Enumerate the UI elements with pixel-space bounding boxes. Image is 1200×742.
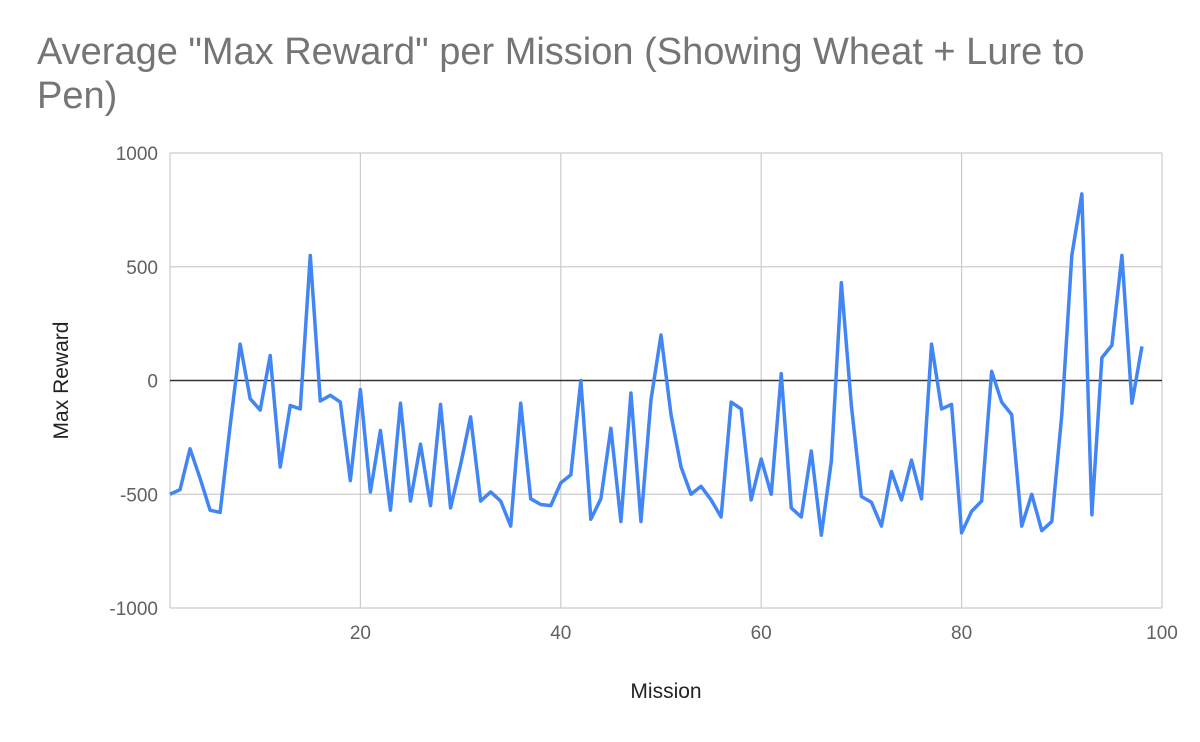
y-tick-label: 500 bbox=[126, 258, 158, 279]
y-axis-title: Max Reward bbox=[50, 322, 73, 440]
series-group bbox=[169, 192, 1144, 537]
x-tick-label: 100 bbox=[1146, 623, 1178, 644]
y-tick-label: -1000 bbox=[109, 599, 158, 620]
y-tick-label: -500 bbox=[120, 485, 158, 506]
y-tick-labels: -1000 -500 0 500 1000 bbox=[109, 144, 158, 620]
x-tick-labels: 20 40 60 80 100 bbox=[350, 623, 1178, 644]
x-tick-label: 60 bbox=[751, 623, 772, 644]
y-tick-label: 0 bbox=[147, 372, 158, 393]
series-line bbox=[169, 192, 1144, 537]
x-axis-title: Mission bbox=[630, 680, 701, 703]
x-tick-label: 20 bbox=[350, 623, 371, 644]
x-tick-label: 80 bbox=[951, 623, 972, 644]
x-tick-label: 40 bbox=[550, 623, 571, 644]
y-tick-label: 1000 bbox=[116, 144, 158, 165]
chart-title: Average "Max Reward" per Mission (Showin… bbox=[37, 31, 1085, 117]
